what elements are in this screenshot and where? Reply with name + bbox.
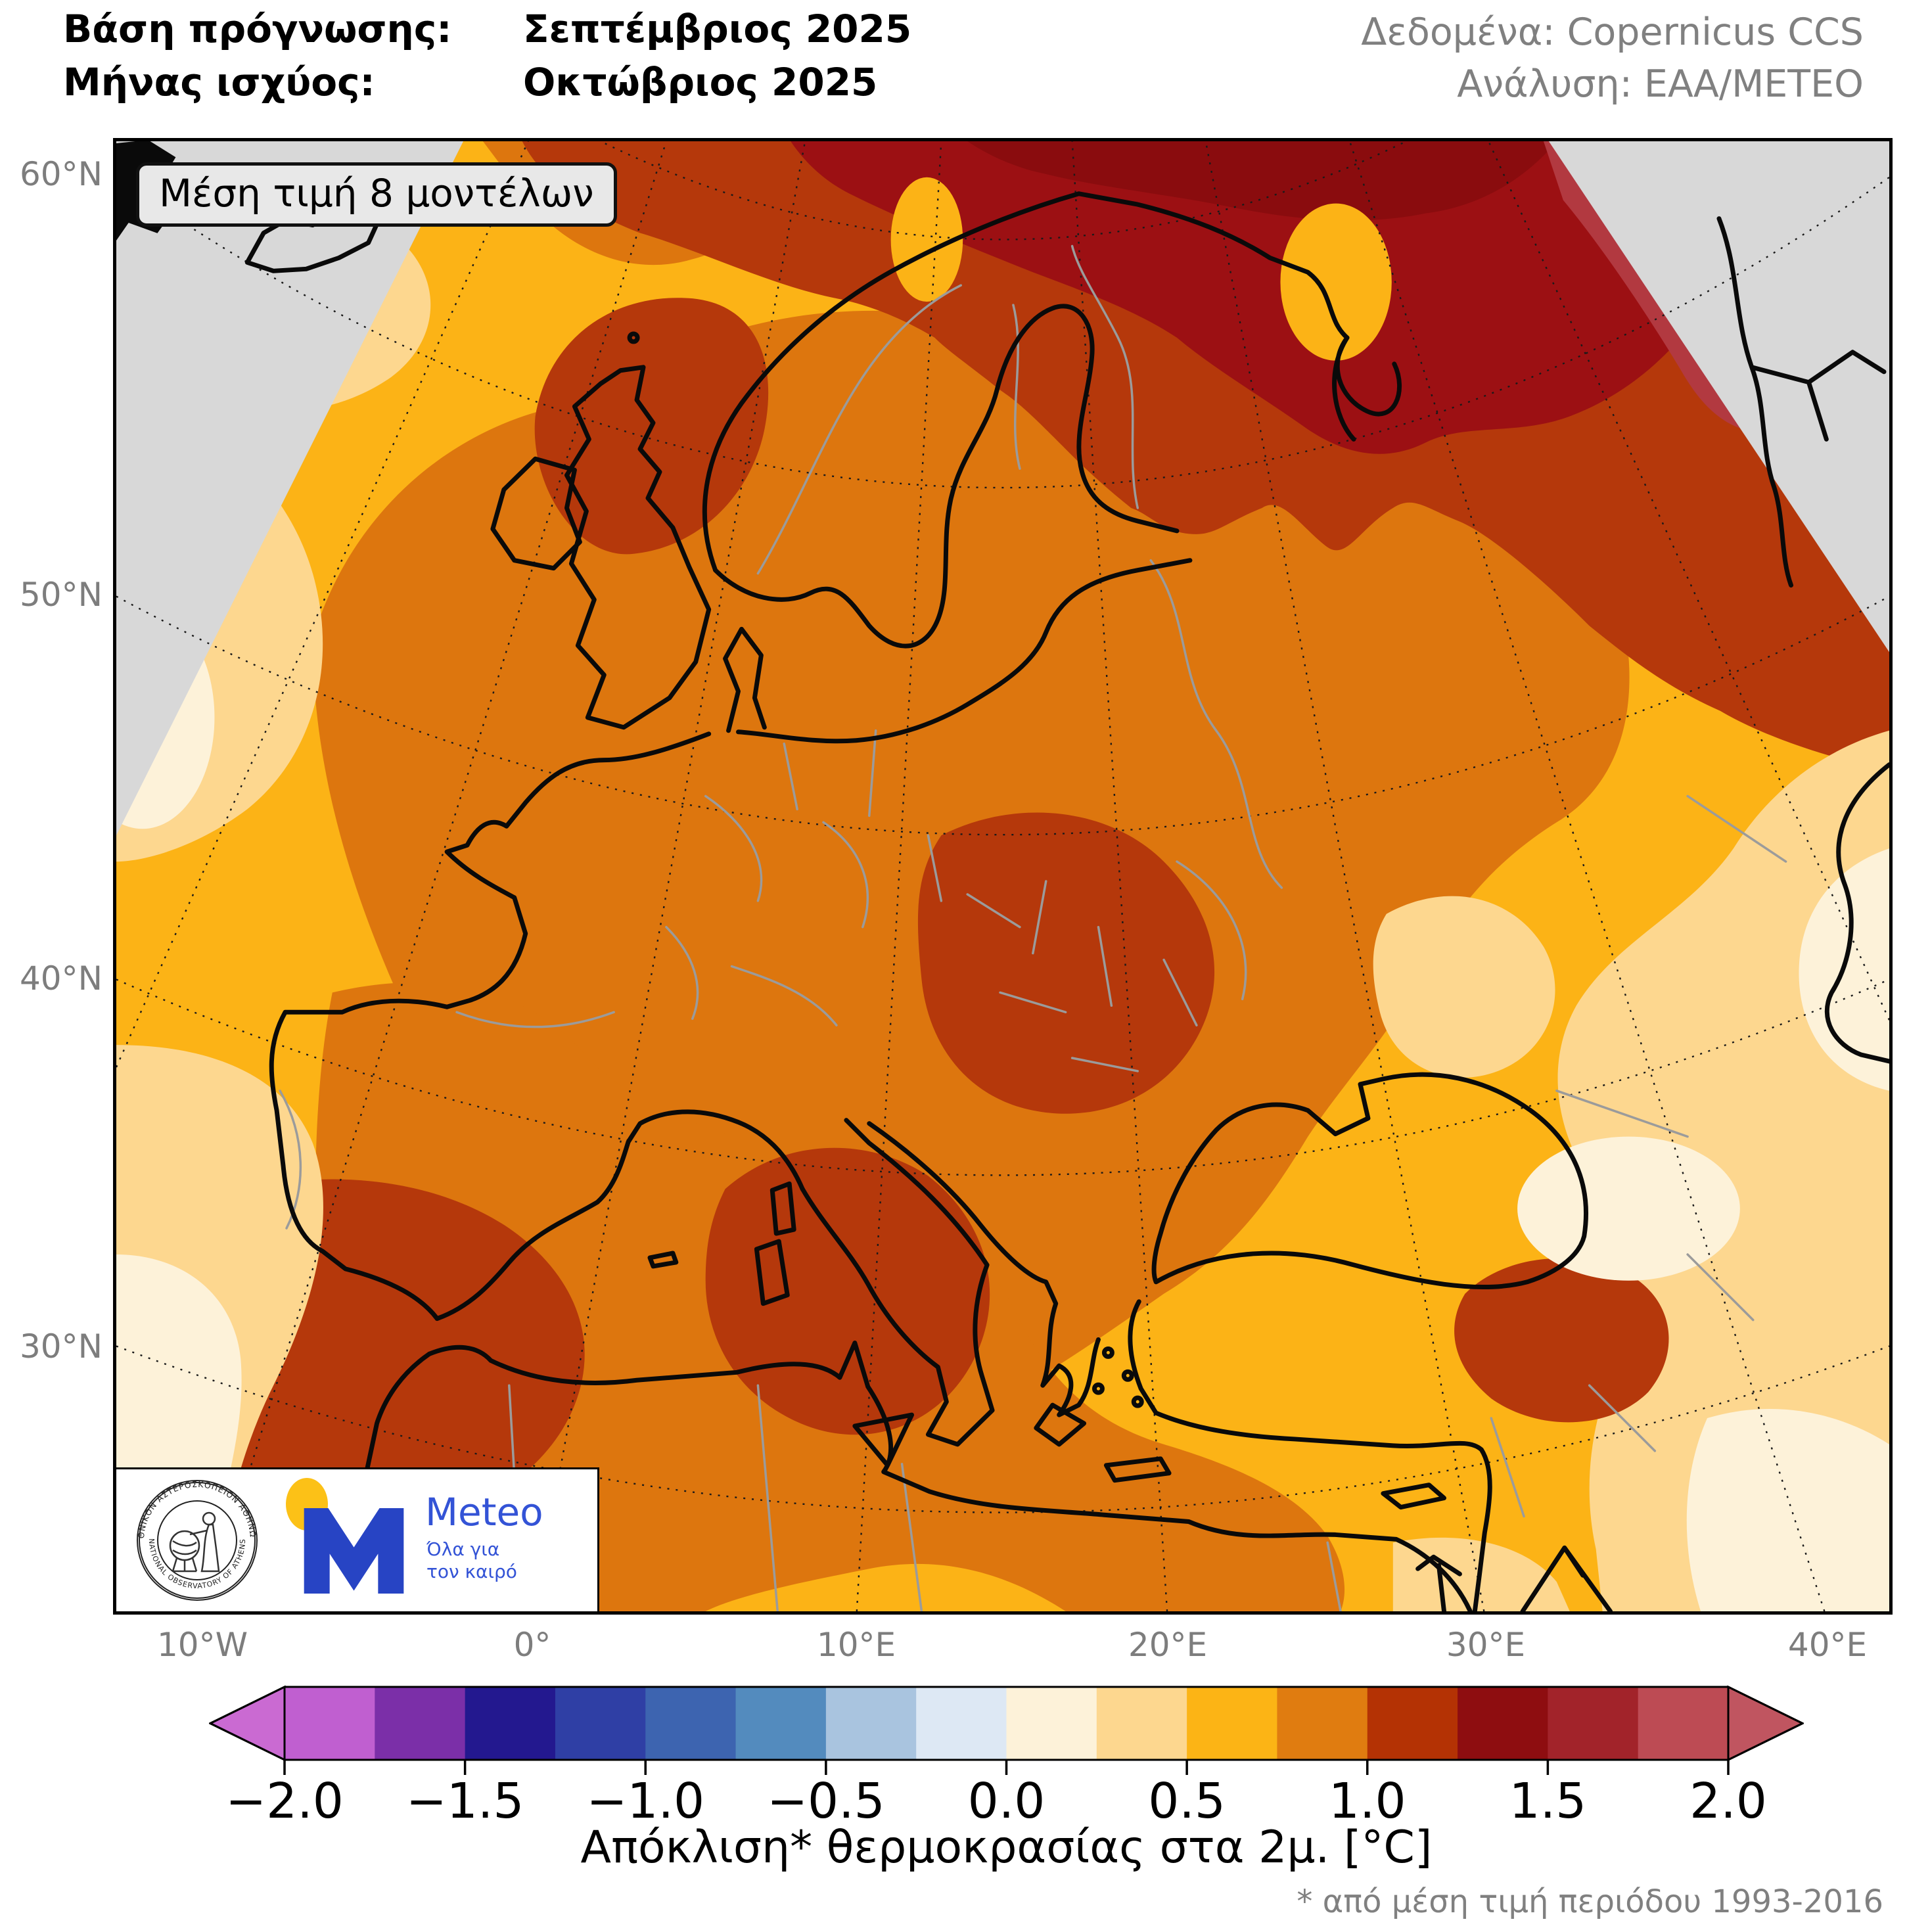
colorbar-segment <box>465 1687 556 1760</box>
lon-label-30e: 30°E <box>1446 1626 1526 1664</box>
colorbar-segment <box>1548 1687 1639 1760</box>
colorbar-segment <box>1006 1687 1097 1760</box>
colorbar-left-arrow <box>209 1685 286 1762</box>
meteo-logo: Meteo Όλα για τον καιρό <box>286 1478 568 1603</box>
svg-text:NATIONAL OBSERVATORY OF ATHENS: NATIONAL OBSERVATORY OF ATHENS <box>147 1538 247 1590</box>
coast-red-sea <box>1520 1545 1613 1611</box>
coastlines <box>244 191 1889 1611</box>
coast-nile-delta <box>1415 1554 1462 1611</box>
europe-anomaly-map: Μέση τιμή 8 μοντέλων ΕΘΝΙΚΟΝ ΑΣΤΕΡΟΣΚΟΠΕ… <box>113 138 1893 1615</box>
colorbar <box>209 1685 1804 1775</box>
colorbar-segment <box>825 1687 917 1760</box>
coast-baltic-south <box>736 558 1193 744</box>
meteo-name: Meteo <box>425 1490 543 1534</box>
colorbar-tick-label: −1.0 <box>586 1773 705 1829</box>
colorbar-ticks <box>283 1760 1730 1775</box>
coast-denmark <box>723 626 767 733</box>
colorbar-right-arrow <box>1727 1685 1804 1762</box>
coast-peloponnese <box>1034 1402 1087 1447</box>
meteo-tagline: Όλα για τον καιρό <box>426 1538 517 1582</box>
colorbar-segment <box>735 1687 827 1760</box>
colorbar-segment <box>1187 1687 1278 1760</box>
lat-label-50n: 50°N <box>19 576 103 614</box>
data-source-label: Δεδομένα: Copernicus CCS <box>1361 11 1864 54</box>
coast-med-islands <box>647 1181 915 1468</box>
meteo-m-icon <box>304 1508 404 1594</box>
coast-caspian <box>1824 762 1889 1064</box>
model-mean-annotation: Μέση τιμή 8 μοντέλων <box>136 162 617 227</box>
colorbar-segment <box>916 1687 1007 1760</box>
colorbar-tick-label: −1.5 <box>405 1773 524 1829</box>
lat-label-40n: 40°N <box>19 959 103 998</box>
lat-label-30n: 30°N <box>19 1327 103 1366</box>
colorbar-segment <box>285 1687 376 1760</box>
noa-seal-figure <box>169 1511 220 1573</box>
coast-morocco-atlantic <box>344 1351 432 1611</box>
analysis-label: Ανάλυση: ΕΑΑ/ΜΕΤΕΟ <box>1457 62 1864 106</box>
lon-label-20e: 20°E <box>1128 1626 1208 1664</box>
colorbar-segment <box>645 1687 737 1760</box>
lon-label-40e: 40°E <box>1787 1626 1868 1664</box>
colorbar-tick-label: 1.5 <box>1509 1773 1587 1829</box>
coast-baltic-north <box>713 304 1180 649</box>
temperature-anomaly-regions <box>116 141 1889 1611</box>
coast-black-sea <box>1151 1072 1588 1290</box>
colorbar-segment <box>1096 1687 1188 1760</box>
lon-label-10e: 10°E <box>816 1626 896 1664</box>
lat-label-60n: 60°N <box>19 155 103 193</box>
colorbar-segment <box>1638 1687 1729 1760</box>
header-left: Βάση πρόγνωσης: Σεπτέμβριος 2025 Μήνας ι… <box>63 5 911 106</box>
baseline-footnote: * από μέση τιμή περιόδου 1993-2016 <box>1297 1883 1883 1920</box>
colorbar-segment <box>1277 1687 1368 1760</box>
forecast-base-value: Σεπτέμβριος 2025 <box>523 7 912 51</box>
coast-adriatic-greece <box>867 1121 1101 1417</box>
colorbar-segment <box>1367 1687 1459 1760</box>
colorbar-tick-label: −2.0 <box>225 1773 344 1829</box>
valid-month-value: Οκτώβριος 2025 <box>523 59 878 104</box>
coast-crete <box>1103 1456 1172 1483</box>
colorbar-tick-label: 1.0 <box>1328 1773 1406 1829</box>
logo-box: ΕΘΝΙΚΟΝ ΑΣΤΕΡΟΣΚΟΠΕΙΟΝ ΑΘΗΝΩΝ NATIONAL O… <box>116 1467 599 1611</box>
valid-month-label: Μήνας ισχύος: <box>63 59 375 104</box>
lon-label-10w: 10°W <box>156 1626 248 1664</box>
lon-label-0: 0° <box>513 1626 551 1664</box>
coast-ireland <box>490 456 582 571</box>
colorbar-tick-label: 0.5 <box>1148 1773 1226 1829</box>
no-data-corner-left <box>116 141 464 836</box>
coast-turkey-levant <box>1128 1299 1492 1611</box>
colorbar-segment <box>1458 1687 1549 1760</box>
coast-novaya-zemlya <box>1716 216 1887 588</box>
noa-seal: ΕΘΝΙΚΟΝ ΑΣΤΕΡΟΣΚΟΠΕΙΟΝ ΑΘΗΝΩΝ NATIONAL O… <box>135 1478 258 1601</box>
svg-text:ΕΘΝΙΚΟΝ ΑΣΤΕΡΟΣΚΟΠΕΙΟΝ ΑΘΗΝΩΝ: ΕΘΝΙΚΟΝ ΑΣΤΕΡΟΣΚΟΠΕΙΟΝ ΑΘΗΝΩΝ <box>135 1478 258 1539</box>
colorbar-segment <box>375 1687 466 1760</box>
forecast-base-label: Βάση πρόγνωσης: <box>63 7 452 51</box>
coast-cyprus <box>1381 1483 1446 1510</box>
colorbar-title: Απόκλιση* θερμοκρασίας στα 2μ. [°C] <box>580 1822 1433 1874</box>
basemap-svg <box>116 141 1889 1611</box>
colorbar-tick-label: 0.0 <box>967 1773 1045 1829</box>
coast-atlantic-west <box>269 731 712 1322</box>
noa-seal-text-english: NATIONAL OBSERVATORY OF ATHENS <box>147 1538 246 1590</box>
coast-italy <box>800 1118 995 1447</box>
noa-seal-text-greek: ΕΘΝΙΚΟΝ ΑΣΤΕΡΟΣΚΟΠΕΙΟΝ ΑΘΗΝΩΝ <box>135 1478 258 1539</box>
header-right: Δεδομένα: Copernicus CCS Ανάλυση: ΕΑΑ/ΜΕ… <box>1361 7 1864 110</box>
colorbar-tick-label: 2.0 <box>1689 1773 1767 1829</box>
colorbar-segments <box>285 1687 1729 1760</box>
coast-med-spain-france <box>434 1109 805 1322</box>
colorbar-segment <box>555 1687 647 1760</box>
colorbar-tick-label: −0.5 <box>767 1773 885 1829</box>
coast-norway-kola <box>702 191 1402 573</box>
